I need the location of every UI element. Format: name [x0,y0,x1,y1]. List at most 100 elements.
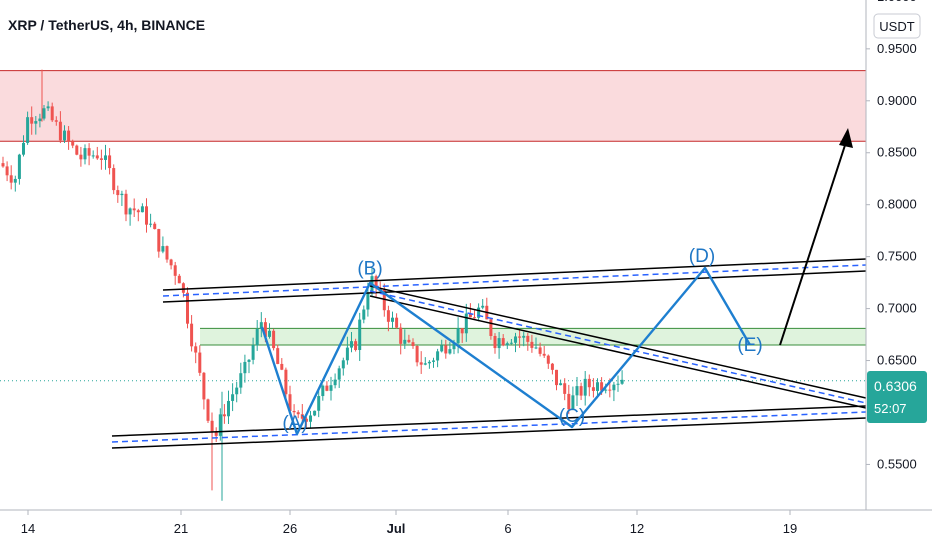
candle-body [214,431,218,436]
candle-body [395,317,399,328]
candle-body [153,223,157,230]
candle [243,354,247,383]
candle [222,404,226,424]
candle [354,338,358,352]
upper-channel-mid [162,264,867,297]
candle [423,357,427,366]
candle [411,338,415,349]
candle [329,376,333,401]
candle [559,379,563,386]
candle [128,207,132,226]
currency-badge-box [873,13,921,39]
candle-body [534,347,538,349]
wave-label: (C) [559,406,585,427]
price-axis-bg [866,0,932,550]
candle [493,333,497,354]
candle-body [9,175,13,183]
candle [612,381,616,402]
support-zone [200,328,866,345]
candle [186,287,189,329]
lower-channel-top [111,405,867,437]
candle-body [63,130,66,141]
candle-body [522,335,526,338]
resistance-zone [0,70,866,142]
x-tick-label: 6 [504,521,511,536]
candle [231,383,235,412]
y-tick-label: 0.5500 [877,456,917,471]
candle-body [399,327,403,344]
candle [165,245,169,263]
candle [63,125,66,144]
candle [169,258,173,270]
price-badge[interactable]: 0.6306 52:07 [867,371,927,423]
candle [509,338,513,345]
candle [399,323,403,355]
candle-body [259,322,263,329]
candle-body [198,352,202,373]
candle [391,311,394,328]
candle-body [452,343,456,350]
candle-body [497,338,501,349]
candle [460,328,464,343]
candle-body [50,106,54,121]
candle-body [427,361,431,364]
candle [46,101,50,111]
candle-body [140,206,144,213]
candle-body [571,395,575,410]
candle-body [272,330,276,349]
candle [280,358,284,371]
candle-body [251,345,255,360]
candle-body [263,322,267,337]
candle [616,375,620,392]
candle [407,334,411,344]
candle-body [358,319,362,350]
candle-body [206,399,210,421]
candle-body [284,369,288,395]
candle [251,337,255,365]
time-axis-bg [0,510,866,550]
candle [9,165,13,190]
candle [468,303,472,318]
candle-body [575,386,579,396]
candle-body [181,283,185,293]
candle-body [514,336,517,343]
candle-body [222,414,226,417]
candle-body [473,317,476,319]
candle-body [58,121,62,141]
candle [296,410,300,419]
currency-badge: USDT [873,13,921,39]
candle [17,153,21,185]
candle [563,378,567,401]
candle-body [317,396,321,411]
candle-body [489,319,493,337]
candles-layer [1,69,624,501]
candle-body [448,349,452,354]
zones-layer [0,70,866,382]
candle [542,345,546,358]
candle-body [321,385,325,397]
candle-body [460,328,464,334]
candle-body [288,394,292,411]
candle [124,189,128,222]
candle-body [550,363,554,370]
candle-body [579,386,583,396]
candle-body [587,378,591,388]
candle [522,331,526,347]
candle [583,370,587,406]
candle-body [227,400,230,417]
candle-body [509,342,513,344]
candle [317,390,321,418]
candle [321,384,325,401]
candle [214,427,218,443]
candle [358,312,362,362]
candle-body [177,275,181,284]
candle [591,378,595,398]
y-tick-label: 0.6500 [877,353,917,368]
candle [75,144,79,156]
candle-body [600,382,604,391]
candle [38,113,42,128]
candle-body [374,276,378,289]
price-badge-box [867,371,927,423]
candle-body [231,394,235,401]
